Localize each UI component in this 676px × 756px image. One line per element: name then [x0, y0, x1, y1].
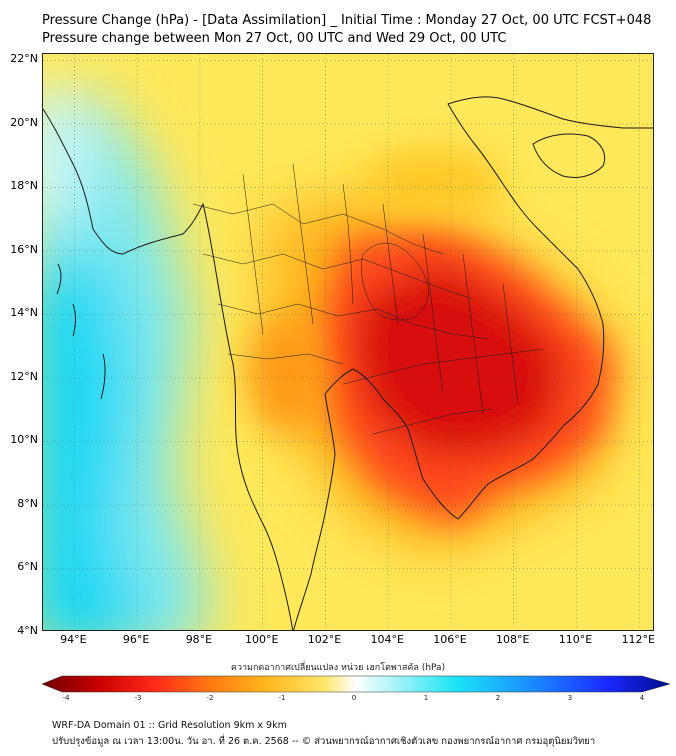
- chart-title: Pressure Change (hPa) - [Data Assimilati…: [42, 13, 652, 28]
- colorbar-tick-label: -3: [134, 694, 142, 702]
- colorbar-graphic: [41, 675, 671, 693]
- colorbar-fill: [41, 675, 671, 693]
- lat-tick-label: 10°N: [10, 433, 38, 447]
- colorbar-tick-label: -1: [278, 694, 286, 702]
- lon-tick-label: 106°E: [433, 633, 467, 646]
- lon-tick-label: 108°E: [496, 633, 530, 646]
- colorbar-title: ความกดอากาศเปลี่ยนแปลง หน่วย เฮกโตพาสคัล…: [230, 663, 446, 673]
- lat-tick-label: 12°N: [10, 369, 38, 383]
- lat-tick-label: 22°N: [10, 52, 38, 66]
- lon-tick-label: 104°E: [370, 633, 404, 646]
- lon-tick-label: 94°E: [60, 633, 87, 646]
- colorbar-tick-label: 0: [351, 694, 357, 702]
- map-canvas: [43, 54, 653, 630]
- lat-tick-label: 6°N: [17, 560, 38, 574]
- coastline-andaman: [56, 263, 106, 400]
- colorbar-tick-label: -2: [206, 694, 214, 702]
- pressure-rise-region: [43, 84, 213, 630]
- lon-tick-label: 100°E: [244, 633, 279, 646]
- graticule: [43, 54, 653, 630]
- colorbar: [41, 675, 672, 695]
- coastline-gulf-of-thailand: [293, 368, 564, 630]
- lat-tick-label: 14°N: [10, 306, 38, 320]
- colorbar-tick-label: 1: [423, 694, 429, 702]
- lon-tick-label: 98°E: [185, 633, 213, 646]
- lat-tick-label: 20°N: [10, 115, 38, 129]
- province-borders: [192, 163, 544, 435]
- colorbar-tick-label: 4: [639, 694, 645, 702]
- lon-tick-label: 102°E: [307, 633, 342, 646]
- pressure-fall-strong: [313, 224, 613, 524]
- lon-tick-label: 112°E: [621, 633, 656, 646]
- coastline-myanmar-thailand-west: [43, 108, 294, 630]
- colorbar-tick-label: -4: [62, 694, 70, 702]
- pressure-fall-minor: [248, 149, 503, 434]
- colorbar-tick-label: 3: [567, 694, 573, 702]
- lon-tick-label: 96°E: [122, 633, 150, 646]
- chart-subtitle: Pressure change between Mon 27 Oct, 00 U…: [42, 31, 507, 46]
- coastline-vietnam: [447, 96, 653, 427]
- lat-tick-label: 16°N: [10, 242, 38, 256]
- map-panel: [42, 53, 654, 631]
- update-credit: ปรับปรุงข้อมูล ณ เวลา 13:00น. วัน อา. ที…: [52, 736, 596, 747]
- colorbar-tick-label: 2: [495, 694, 501, 702]
- lat-tick-label: 8°N: [17, 496, 38, 510]
- model-info: WRF-DA Domain 01 :: Grid Resolution 9km …: [52, 720, 287, 731]
- lon-tick-label: 110°E: [558, 633, 593, 646]
- lat-tick-label: 4°N: [17, 624, 38, 637]
- lat-tick-label: 18°N: [10, 179, 38, 193]
- coastlines: [43, 96, 653, 630]
- coastline-hainan: [532, 133, 606, 179]
